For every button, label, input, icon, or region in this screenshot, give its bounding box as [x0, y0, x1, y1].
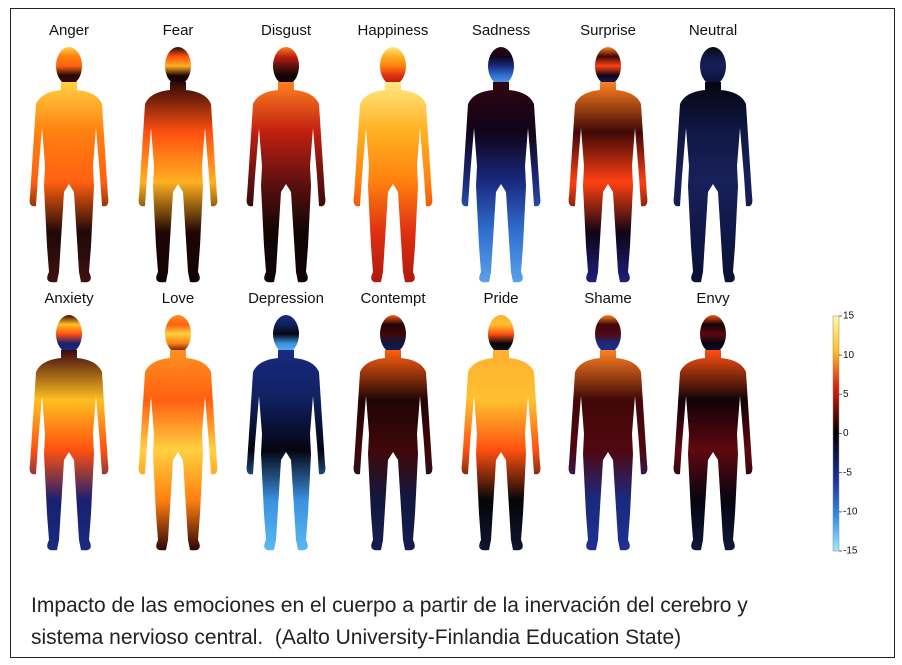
- body-head: [273, 47, 299, 85]
- body-map: [246, 47, 326, 283]
- body-silhouette: [138, 82, 218, 283]
- body-head: [380, 47, 406, 85]
- body-map: [353, 315, 433, 551]
- colorbar-tick-label: 5: [843, 389, 849, 400]
- body-head: [165, 315, 191, 353]
- body-map: [138, 315, 218, 551]
- body-head: [380, 315, 406, 353]
- body-head: [488, 315, 514, 353]
- body-silhouette: [673, 350, 753, 551]
- body-map: [138, 47, 218, 283]
- body-map: [29, 47, 109, 283]
- caption-line: Impacto de las emociones en el cuerpo a …: [31, 594, 748, 617]
- body-head: [700, 315, 726, 353]
- body-silhouette: [353, 350, 433, 551]
- body-head: [595, 47, 621, 85]
- body-silhouette: [246, 82, 326, 283]
- colorbar-tick-label: 0: [843, 428, 849, 439]
- body-silhouette: [461, 82, 541, 283]
- emotion-label: Contempt: [360, 290, 426, 307]
- emotion-label: Pride: [483, 290, 518, 307]
- emotion-label: Sadness: [472, 22, 530, 39]
- emotion-label: Shame: [584, 290, 632, 307]
- emotion-label: Surprise: [580, 22, 636, 39]
- body-silhouette: [353, 82, 433, 283]
- emotion-label: Depression: [248, 290, 324, 307]
- body-map: [353, 47, 433, 283]
- emotion-label: Envy: [696, 290, 730, 307]
- colorbar-tick-label: -10: [843, 506, 858, 517]
- body-head: [488, 47, 514, 85]
- colorbar-tick-label: -5: [843, 467, 852, 478]
- body-head: [165, 47, 191, 85]
- body-silhouette: [568, 350, 648, 551]
- body-head: [273, 315, 299, 353]
- body-map: [246, 315, 326, 551]
- body-silhouette: [673, 82, 753, 283]
- body-map: [673, 47, 753, 283]
- body-silhouette: [246, 350, 326, 551]
- emotion-label: Fear: [163, 22, 194, 39]
- body-head: [56, 315, 82, 353]
- body-map: [673, 315, 753, 551]
- figure: Anger Fear Disgust Happiness Sadness Surprise…: [29, 22, 858, 557]
- colorbar-tick-label: -15: [843, 546, 858, 557]
- emotion-label: Love: [162, 290, 195, 307]
- body-head: [700, 47, 726, 85]
- emotion-label: Anxiety: [44, 290, 94, 307]
- colorbar: [832, 315, 840, 552]
- body-silhouette: [29, 82, 109, 283]
- body-map: [568, 47, 648, 283]
- body-head: [56, 47, 82, 85]
- body-map: [29, 315, 109, 551]
- emotion-label: Happiness: [358, 22, 429, 39]
- body-silhouette: [29, 350, 109, 551]
- body-silhouette: [461, 350, 541, 551]
- body-map: [461, 315, 541, 551]
- body-head: [595, 315, 621, 353]
- emotion-label: Anger: [49, 22, 89, 39]
- colorbar-tick-label: 15: [843, 311, 855, 322]
- caption-line: sistema nervioso central. (Aalto Univers…: [31, 626, 682, 649]
- emotion-label: Neutral: [689, 22, 737, 39]
- body-map: [568, 315, 648, 551]
- body-silhouette: [138, 350, 218, 551]
- figure-frame: Anger Fear Disgust Happiness Sadness Surprise…: [10, 8, 895, 658]
- body-silhouette: [568, 82, 648, 283]
- colorbar-tick-label: 10: [843, 350, 855, 361]
- emotion-label: Disgust: [261, 22, 312, 39]
- body-map: [461, 47, 541, 283]
